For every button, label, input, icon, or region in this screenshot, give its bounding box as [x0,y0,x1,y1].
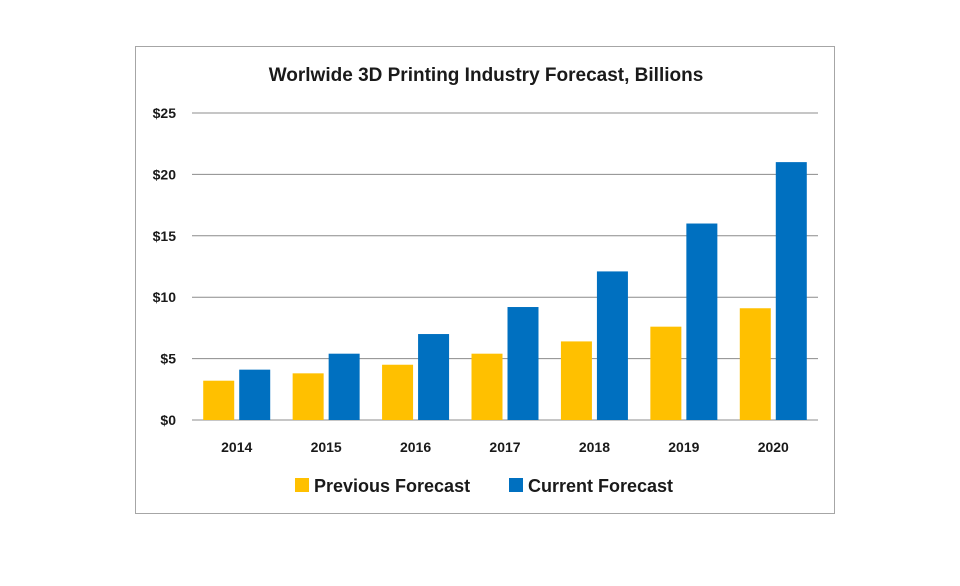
bar-previous-forecast-2020 [739,308,771,420]
bars [203,162,807,420]
x-tick-label: 2018 [579,439,610,455]
x-tick-label: 2015 [311,439,342,455]
bar-previous-forecast-2017 [471,353,503,420]
bar-previous-forecast-2014 [203,380,235,420]
bar-current-forecast-2020 [775,162,807,420]
x-tick-label: 2017 [489,439,520,455]
x-tick-label: 2020 [758,439,789,455]
bar-current-forecast-2016 [418,334,450,420]
y-tick-label: $20 [153,166,177,182]
legend-label: Previous Forecast [314,476,470,496]
chart-frame [135,46,835,514]
bar-previous-forecast-2018 [560,341,592,420]
y-tick-label: $5 [160,351,176,367]
gridlines [192,112,818,421]
y-tick-label: $25 [153,105,177,121]
x-axis-ticks: 2014 2015 2016 2017 2018 2019 2020 [221,439,789,455]
legend-swatch [295,478,309,492]
legend-label: Current Forecast [528,476,673,496]
y-axis-ticks: $0 $5 $10 $15 $20 $25 [153,105,177,428]
y-tick-label: $0 [160,412,176,428]
x-tick-label: 2019 [668,439,699,455]
legend-swatch [509,478,523,492]
y-tick-label: $15 [153,228,177,244]
bar-current-forecast-2014 [239,369,271,420]
bar-previous-forecast-2015 [292,373,324,420]
bar-current-forecast-2019 [686,223,718,420]
bar-current-forecast-2018 [596,271,628,420]
bar-previous-forecast-2016 [382,364,414,420]
x-tick-label: 2014 [221,439,252,455]
bar-current-forecast-2015 [328,353,360,420]
legend: Previous Forecast Current Forecast [295,476,673,496]
bar-current-forecast-2017 [507,307,539,420]
x-tick-label: 2016 [400,439,431,455]
y-tick-label: $10 [153,289,177,305]
bar-previous-forecast-2019 [650,326,682,420]
chart-title: Worlwide 3D Printing Industry Forecast, … [269,65,704,86]
